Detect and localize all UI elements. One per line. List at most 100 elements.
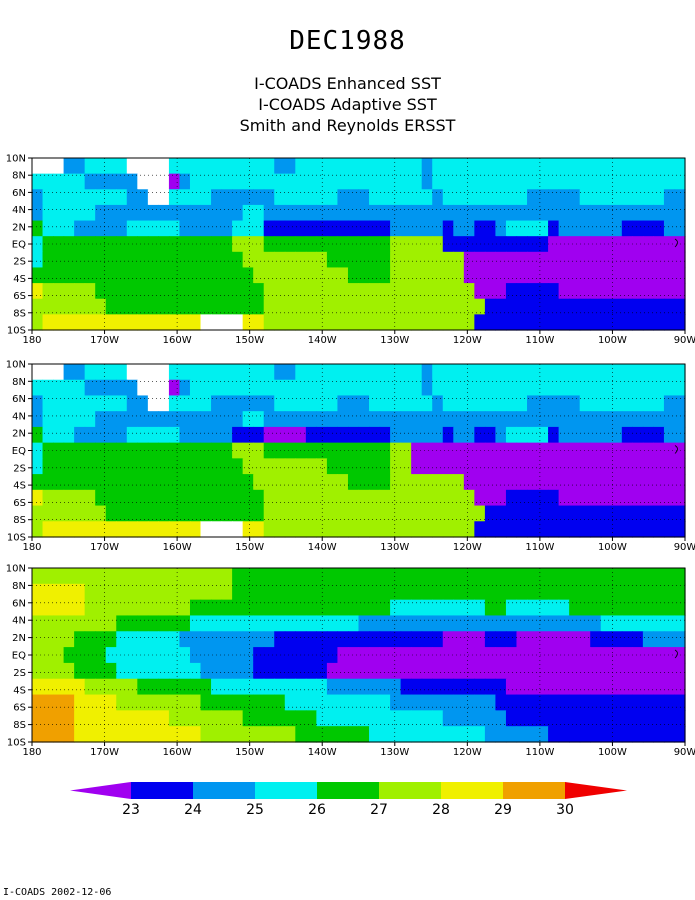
heatmap-cell (242, 568, 254, 585)
heatmap-cell (495, 251, 507, 269)
heatmap-cell (474, 678, 486, 696)
heatmap-cell (84, 726, 96, 743)
heatmap-cell (474, 189, 486, 206)
heatmap-cell (495, 631, 507, 648)
heatmap-cell (611, 298, 623, 315)
heatmap-cell (305, 694, 317, 711)
heatmap-cell (63, 442, 75, 459)
heatmap-cell (137, 505, 149, 522)
heatmap-cell (590, 411, 602, 428)
heatmap-cell (32, 521, 44, 538)
heatmap-cell (390, 521, 402, 538)
heatmap-cell (558, 158, 570, 175)
heatmap-cell (137, 236, 149, 253)
heatmap-cell (611, 583, 623, 601)
heatmap-cell (527, 521, 539, 538)
heatmap-cell (95, 298, 107, 315)
heatmap-cell (253, 694, 265, 711)
heatmap-cell (558, 678, 570, 696)
heatmap-cell (221, 442, 233, 459)
heatmap-cell (326, 251, 339, 269)
heatmap-cell (137, 204, 149, 222)
heatmap-cell (369, 283, 381, 300)
heatmap-cell (63, 726, 75, 743)
heatmap-cell (516, 236, 528, 253)
heatmap-cell (674, 395, 686, 412)
heatmap-cell (390, 283, 402, 300)
heatmap-cell (474, 364, 486, 381)
heatmap-cell (42, 583, 54, 601)
heatmap-cell (126, 204, 138, 222)
heatmap-cell (116, 364, 128, 381)
heatmap-cell (611, 710, 623, 727)
heatmap-cell (305, 599, 317, 617)
heatmap-cell (105, 726, 117, 743)
heatmap-cell (548, 189, 560, 206)
x-tick-label: 130W (380, 542, 409, 553)
heatmap-cell (505, 204, 518, 222)
heatmap-cell (453, 411, 465, 428)
heatmap-cell (305, 583, 317, 601)
heatmap-cell (505, 411, 518, 428)
heatmap-cell (411, 411, 423, 428)
heatmap-cell (84, 220, 96, 237)
heatmap-cell (590, 631, 602, 648)
heatmap-cell (432, 599, 444, 617)
heatmap-cell (621, 251, 633, 269)
heatmap-cell (411, 251, 423, 269)
heatmap-cell (211, 395, 223, 412)
heatmap-cell (674, 631, 686, 648)
heatmap-cell (463, 568, 475, 585)
heatmap-cell (516, 314, 528, 331)
heatmap-cell (242, 521, 254, 538)
heatmap-cell (390, 474, 402, 491)
heatmap-cell (179, 395, 191, 412)
heatmap-cell (295, 458, 307, 475)
heatmap-cell (379, 599, 391, 617)
heatmap-cell (527, 220, 539, 237)
heatmap-cell (421, 662, 433, 680)
heatmap-cell (579, 173, 591, 190)
heatmap-cell (600, 395, 612, 412)
heatmap-cell (126, 379, 138, 397)
heatmap-cell (442, 615, 454, 632)
heatmap-cell (663, 631, 676, 648)
heatmap-cell (558, 251, 570, 269)
heatmap-cell (442, 662, 454, 680)
heatmap-cell (537, 647, 549, 664)
heatmap-cell (284, 442, 296, 459)
heatmap-cell (295, 599, 307, 617)
heatmap-cell (274, 521, 286, 538)
heatmap-cell (548, 647, 560, 664)
heatmap-cell (295, 364, 307, 381)
heatmap-cell (137, 568, 149, 585)
heatmap-cell (463, 220, 475, 237)
heatmap-cell (305, 726, 317, 743)
heatmap-cell (663, 267, 676, 284)
heatmap-cell (442, 599, 454, 617)
heatmap-cell (411, 726, 423, 743)
heatmap-cell (369, 599, 381, 617)
heatmap-cell (484, 236, 497, 253)
heatmap-cell (126, 458, 138, 475)
heatmap-cell (126, 364, 138, 381)
heatmap-cell (600, 379, 612, 397)
heatmap-cell (221, 568, 233, 585)
heatmap-cell (400, 458, 412, 475)
heatmap-cell (200, 158, 212, 175)
heatmap-cell (179, 283, 191, 300)
heatmap-cell (537, 251, 549, 269)
heatmap-cell (63, 694, 75, 711)
heatmap-cell (516, 505, 528, 522)
heatmap-cell (379, 173, 391, 190)
heatmap-cell (274, 726, 286, 743)
heatmap-cell (200, 283, 212, 300)
heatmap-cell (126, 583, 138, 601)
axes: 180 170W 160W 150W 140W 130W 120W 110W 100W 90W10… (6, 360, 695, 554)
heatmap-cell (105, 173, 117, 190)
heatmap-cell (390, 568, 402, 585)
heatmap-cell (495, 395, 507, 412)
heatmap-cell (632, 220, 644, 237)
heatmap-cell (505, 251, 518, 269)
heatmap-cell (305, 314, 317, 331)
